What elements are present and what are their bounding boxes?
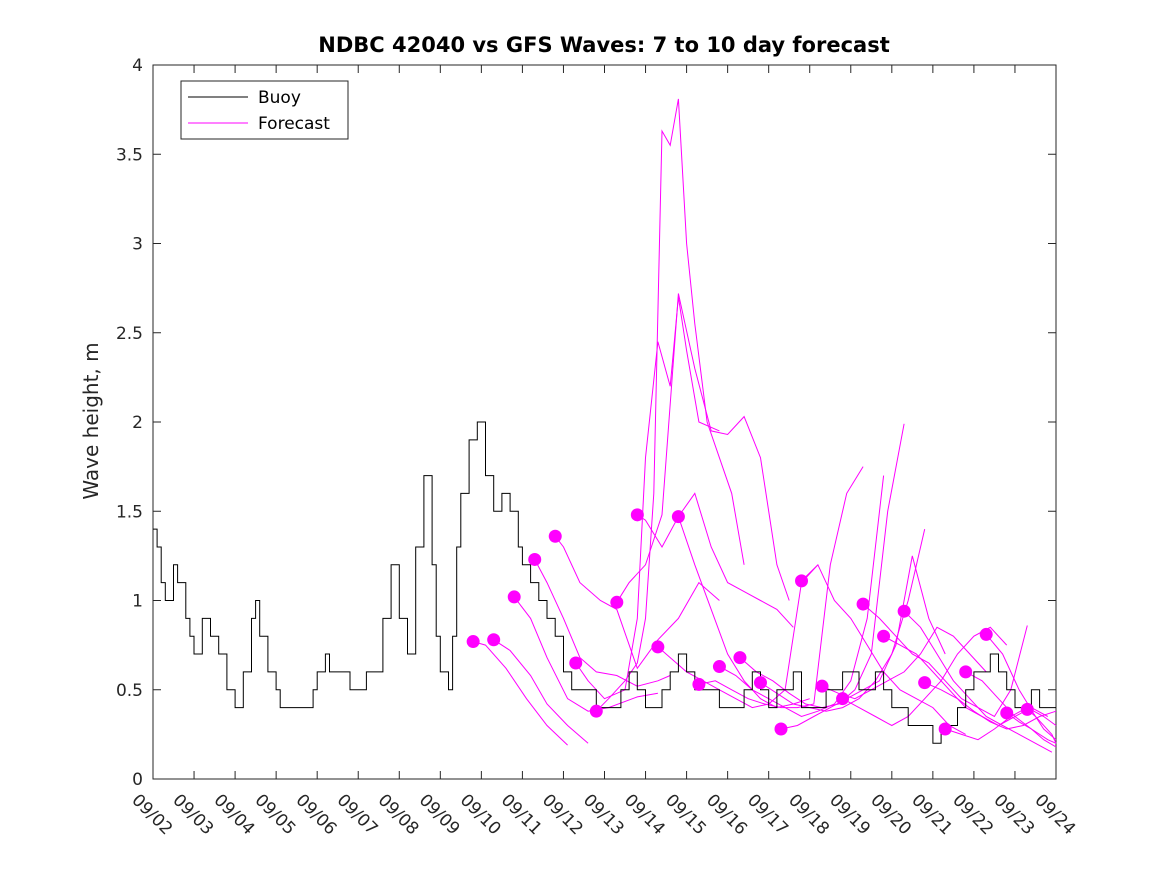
forecast-marker-26 — [979, 627, 993, 641]
forecast-marker-19 — [836, 692, 850, 706]
forecast-line-27 — [1006, 712, 1057, 748]
forecast-marker-23 — [918, 676, 932, 690]
y-tick-label: 0.5 — [116, 681, 143, 701]
forecast-marker-15 — [753, 676, 767, 690]
forecast-marker-28 — [1020, 702, 1034, 716]
forecast-line-23 — [924, 682, 1057, 730]
y-tick-label: 0 — [132, 770, 143, 790]
forecast-line-4 — [534, 559, 671, 687]
y-tick-label: 2 — [132, 413, 143, 433]
forecast-marker-24 — [938, 722, 952, 736]
forecast-marker-21 — [877, 629, 891, 643]
forecast-marker-16 — [774, 722, 788, 736]
y-tick-label: 1 — [132, 592, 143, 612]
legend-label-forecast: Forecast — [258, 114, 330, 134]
forecast-line-3 — [513, 596, 658, 712]
forecast-marker-10 — [651, 640, 665, 654]
y-tick-label: 1.5 — [116, 502, 143, 522]
forecast-line-8 — [616, 293, 790, 603]
y-tick-label: 3.5 — [116, 145, 143, 165]
forecast-line-1 — [473, 641, 568, 746]
forecast-marker-9 — [630, 508, 644, 522]
forecast-line-12 — [698, 466, 864, 709]
y-axis-label: Wave height, m — [79, 342, 103, 499]
forecast-marker-4 — [528, 552, 542, 566]
forecast-line-22 — [903, 610, 1053, 753]
forecast-line-11 — [677, 516, 810, 709]
forecast-marker-14 — [733, 651, 747, 665]
forecast-line-9 — [637, 492, 794, 628]
axes-box — [152, 64, 1057, 780]
forecast-line-10 — [657, 564, 819, 709]
legend: Buoy Forecast — [180, 80, 349, 140]
forecast-line-5 — [554, 535, 720, 670]
forecast-line-24 — [945, 707, 1057, 741]
forecast-line-2 — [493, 639, 589, 744]
y-tick-label: 4 — [132, 56, 143, 76]
forecast-line-13 — [719, 475, 885, 718]
buoy-line — [153, 421, 1056, 744]
forecast-marker-25 — [959, 665, 973, 679]
forecast-marker-20 — [856, 597, 870, 611]
forecast-marker-17 — [795, 574, 809, 588]
forecast-line-19 — [842, 626, 1008, 727]
forecast-marker-5 — [548, 529, 562, 543]
forecast-marker-8 — [610, 595, 624, 609]
forecast-line-20 — [862, 603, 1028, 718]
forecast-marker-6 — [569, 656, 583, 670]
forecast-marker-12 — [692, 677, 706, 691]
plot-area: 00.511.522.533.5409/0209/0309/0409/0509/… — [116, 56, 1079, 839]
forecast-marker-22 — [897, 604, 911, 618]
y-tick-label: 2.5 — [116, 324, 143, 344]
legend-label-buoy: Buoy — [258, 88, 301, 108]
chart-title: NDBC 42040 vs GFS Waves: 7 to 10 day for… — [318, 33, 889, 57]
forecast-line-6 — [575, 296, 720, 700]
forecast-line-18 — [821, 626, 987, 700]
forecast-marker-18 — [815, 679, 829, 693]
forecast-marker-3 — [507, 590, 521, 604]
forecast-line-25 — [965, 671, 1057, 744]
forecast-marker-13 — [712, 660, 726, 674]
forecast-marker-1 — [466, 635, 480, 649]
forecast-marker-7 — [589, 704, 603, 718]
y-tick-label: 3 — [132, 235, 143, 255]
legend-box — [180, 80, 349, 140]
forecast-marker-2 — [487, 633, 501, 647]
forecast-marker-27 — [1000, 706, 1014, 720]
forecast-marker-11 — [671, 510, 685, 524]
